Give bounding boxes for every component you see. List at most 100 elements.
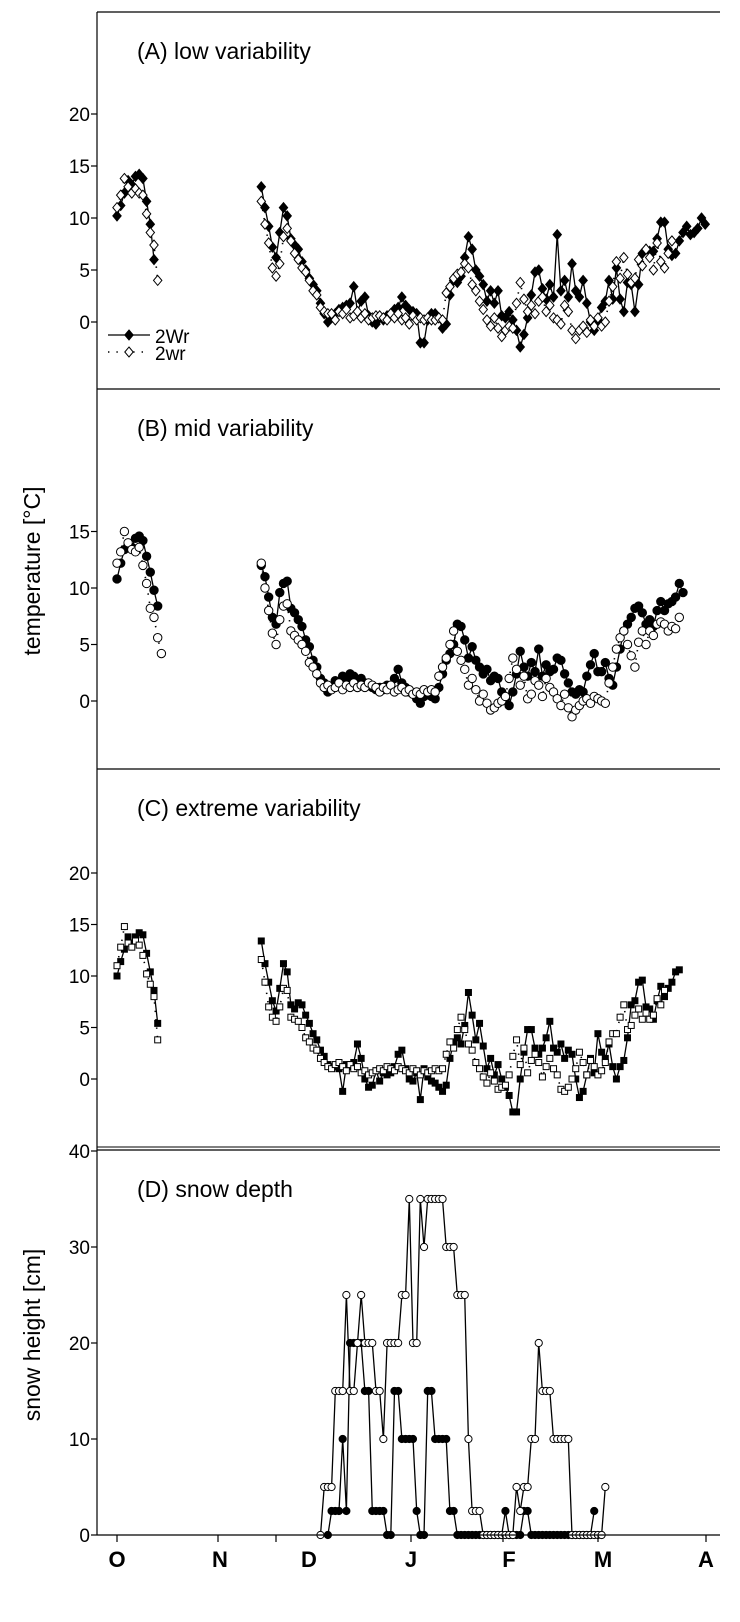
series-filled-point	[657, 982, 665, 990]
series-open-point	[460, 1290, 469, 1300]
series-open-point	[581, 326, 592, 339]
series-open-point	[611, 644, 622, 654]
series-open-point	[278, 230, 289, 243]
legend-marker-2wr	[124, 346, 134, 358]
series-open-point	[524, 1069, 532, 1077]
series-open-point	[282, 599, 292, 609]
series-open-point	[154, 1036, 162, 1044]
series-filled-point	[141, 551, 152, 562]
series-open-point	[263, 605, 274, 616]
series-filled-point	[468, 1011, 476, 1019]
series-filled-point	[282, 210, 293, 222]
series-filled-point	[548, 664, 559, 675]
series-filled-point	[563, 678, 574, 688]
panel-title: (B) mid variability	[137, 415, 314, 441]
series-open-point	[575, 1048, 583, 1056]
series-open-point	[452, 646, 463, 656]
series-filled-point	[474, 270, 485, 283]
x-tick-label: A	[698, 1547, 714, 1572]
series-filled-point	[668, 978, 676, 986]
series-filled-point	[139, 931, 147, 939]
series-open	[112, 526, 685, 722]
series-filled-point	[598, 1048, 606, 1056]
series-open-point	[405, 1194, 414, 1204]
y-tick-label: 10	[69, 967, 90, 988]
series-filled-point	[416, 1096, 424, 1104]
legend-label-2wr: 2wr	[155, 344, 186, 365]
series-filled-point	[379, 1506, 388, 1516]
series-filled-point	[368, 1081, 376, 1089]
series-open-point	[627, 1021, 635, 1029]
series-filled-point	[556, 285, 566, 297]
series-open-point	[537, 691, 548, 702]
series-open-point	[611, 255, 622, 268]
series-open-point	[450, 1044, 458, 1052]
series-filled-point	[505, 1091, 513, 1099]
series-filled-point	[594, 1030, 602, 1038]
series-filled-point	[464, 988, 472, 996]
series-open-point	[531, 1050, 539, 1058]
series-open-point	[112, 201, 122, 214]
y-tick-label: 15	[69, 157, 90, 178]
series-filled-point	[692, 222, 703, 235]
series-open-point	[470, 285, 481, 297]
series-filled-point	[334, 1506, 344, 1516]
series-open-point	[515, 276, 526, 289]
series-open-point	[353, 1063, 361, 1071]
series-open-point	[134, 542, 144, 553]
y-axis-label: temperature [°C]	[19, 487, 45, 656]
series-open-point	[267, 262, 278, 274]
series-filled-point	[504, 305, 514, 318]
series-open	[112, 172, 677, 345]
series-filled-point	[542, 1034, 550, 1042]
series-open-point	[456, 266, 466, 278]
series-open-point	[361, 1067, 369, 1075]
series-filled-point	[361, 1075, 369, 1083]
series-open-point	[390, 1067, 398, 1075]
series-filled-point	[478, 278, 489, 291]
series-filled-point	[396, 291, 407, 303]
series-open-point	[587, 1056, 595, 1064]
series-filled-point	[620, 1056, 628, 1064]
series-filled-point	[112, 574, 122, 584]
series-filled-point	[519, 328, 529, 341]
series-filled-point	[263, 592, 274, 602]
series-open-point	[541, 673, 551, 684]
series-open-point	[150, 993, 158, 1001]
series-open-point	[500, 691, 511, 702]
series-open-point	[457, 1013, 465, 1021]
series-filled-point	[568, 1050, 576, 1058]
x-tick-label: J	[405, 1547, 417, 1572]
series-open-point	[667, 235, 677, 247]
series-filled-point	[282, 576, 292, 586]
series-open-point	[413, 1067, 421, 1075]
series-open-point	[516, 1506, 525, 1516]
series-filled-point	[675, 966, 683, 974]
series-open-point	[542, 1063, 550, 1071]
y-tick-label: 5	[79, 636, 90, 657]
series-open-point	[112, 558, 122, 568]
series-filled-point	[453, 1034, 461, 1042]
series-open	[316, 1194, 610, 1540]
series-open-point	[138, 560, 148, 571]
series-open-point	[641, 639, 651, 650]
series-filled-point	[313, 1036, 321, 1044]
series-open-point	[379, 1067, 387, 1075]
series-filled-point	[117, 958, 125, 966]
series-open-point	[653, 995, 661, 1003]
series-open-point	[505, 1071, 513, 1079]
series-filled-point	[442, 1081, 450, 1089]
series-filled-point	[516, 1075, 524, 1083]
series-filled-point	[661, 993, 669, 1001]
series-open-point	[256, 558, 266, 568]
series-filled-point	[548, 291, 559, 303]
series-open-point	[119, 526, 130, 537]
series-filled-point	[544, 278, 555, 291]
series-filled-point	[552, 228, 563, 241]
series-filled-point	[637, 608, 648, 618]
series-open-point	[271, 270, 281, 283]
series-filled-point	[523, 1506, 532, 1516]
series-open-point	[313, 1046, 321, 1054]
series-open-point	[124, 939, 132, 947]
series-filled-point	[504, 700, 514, 711]
